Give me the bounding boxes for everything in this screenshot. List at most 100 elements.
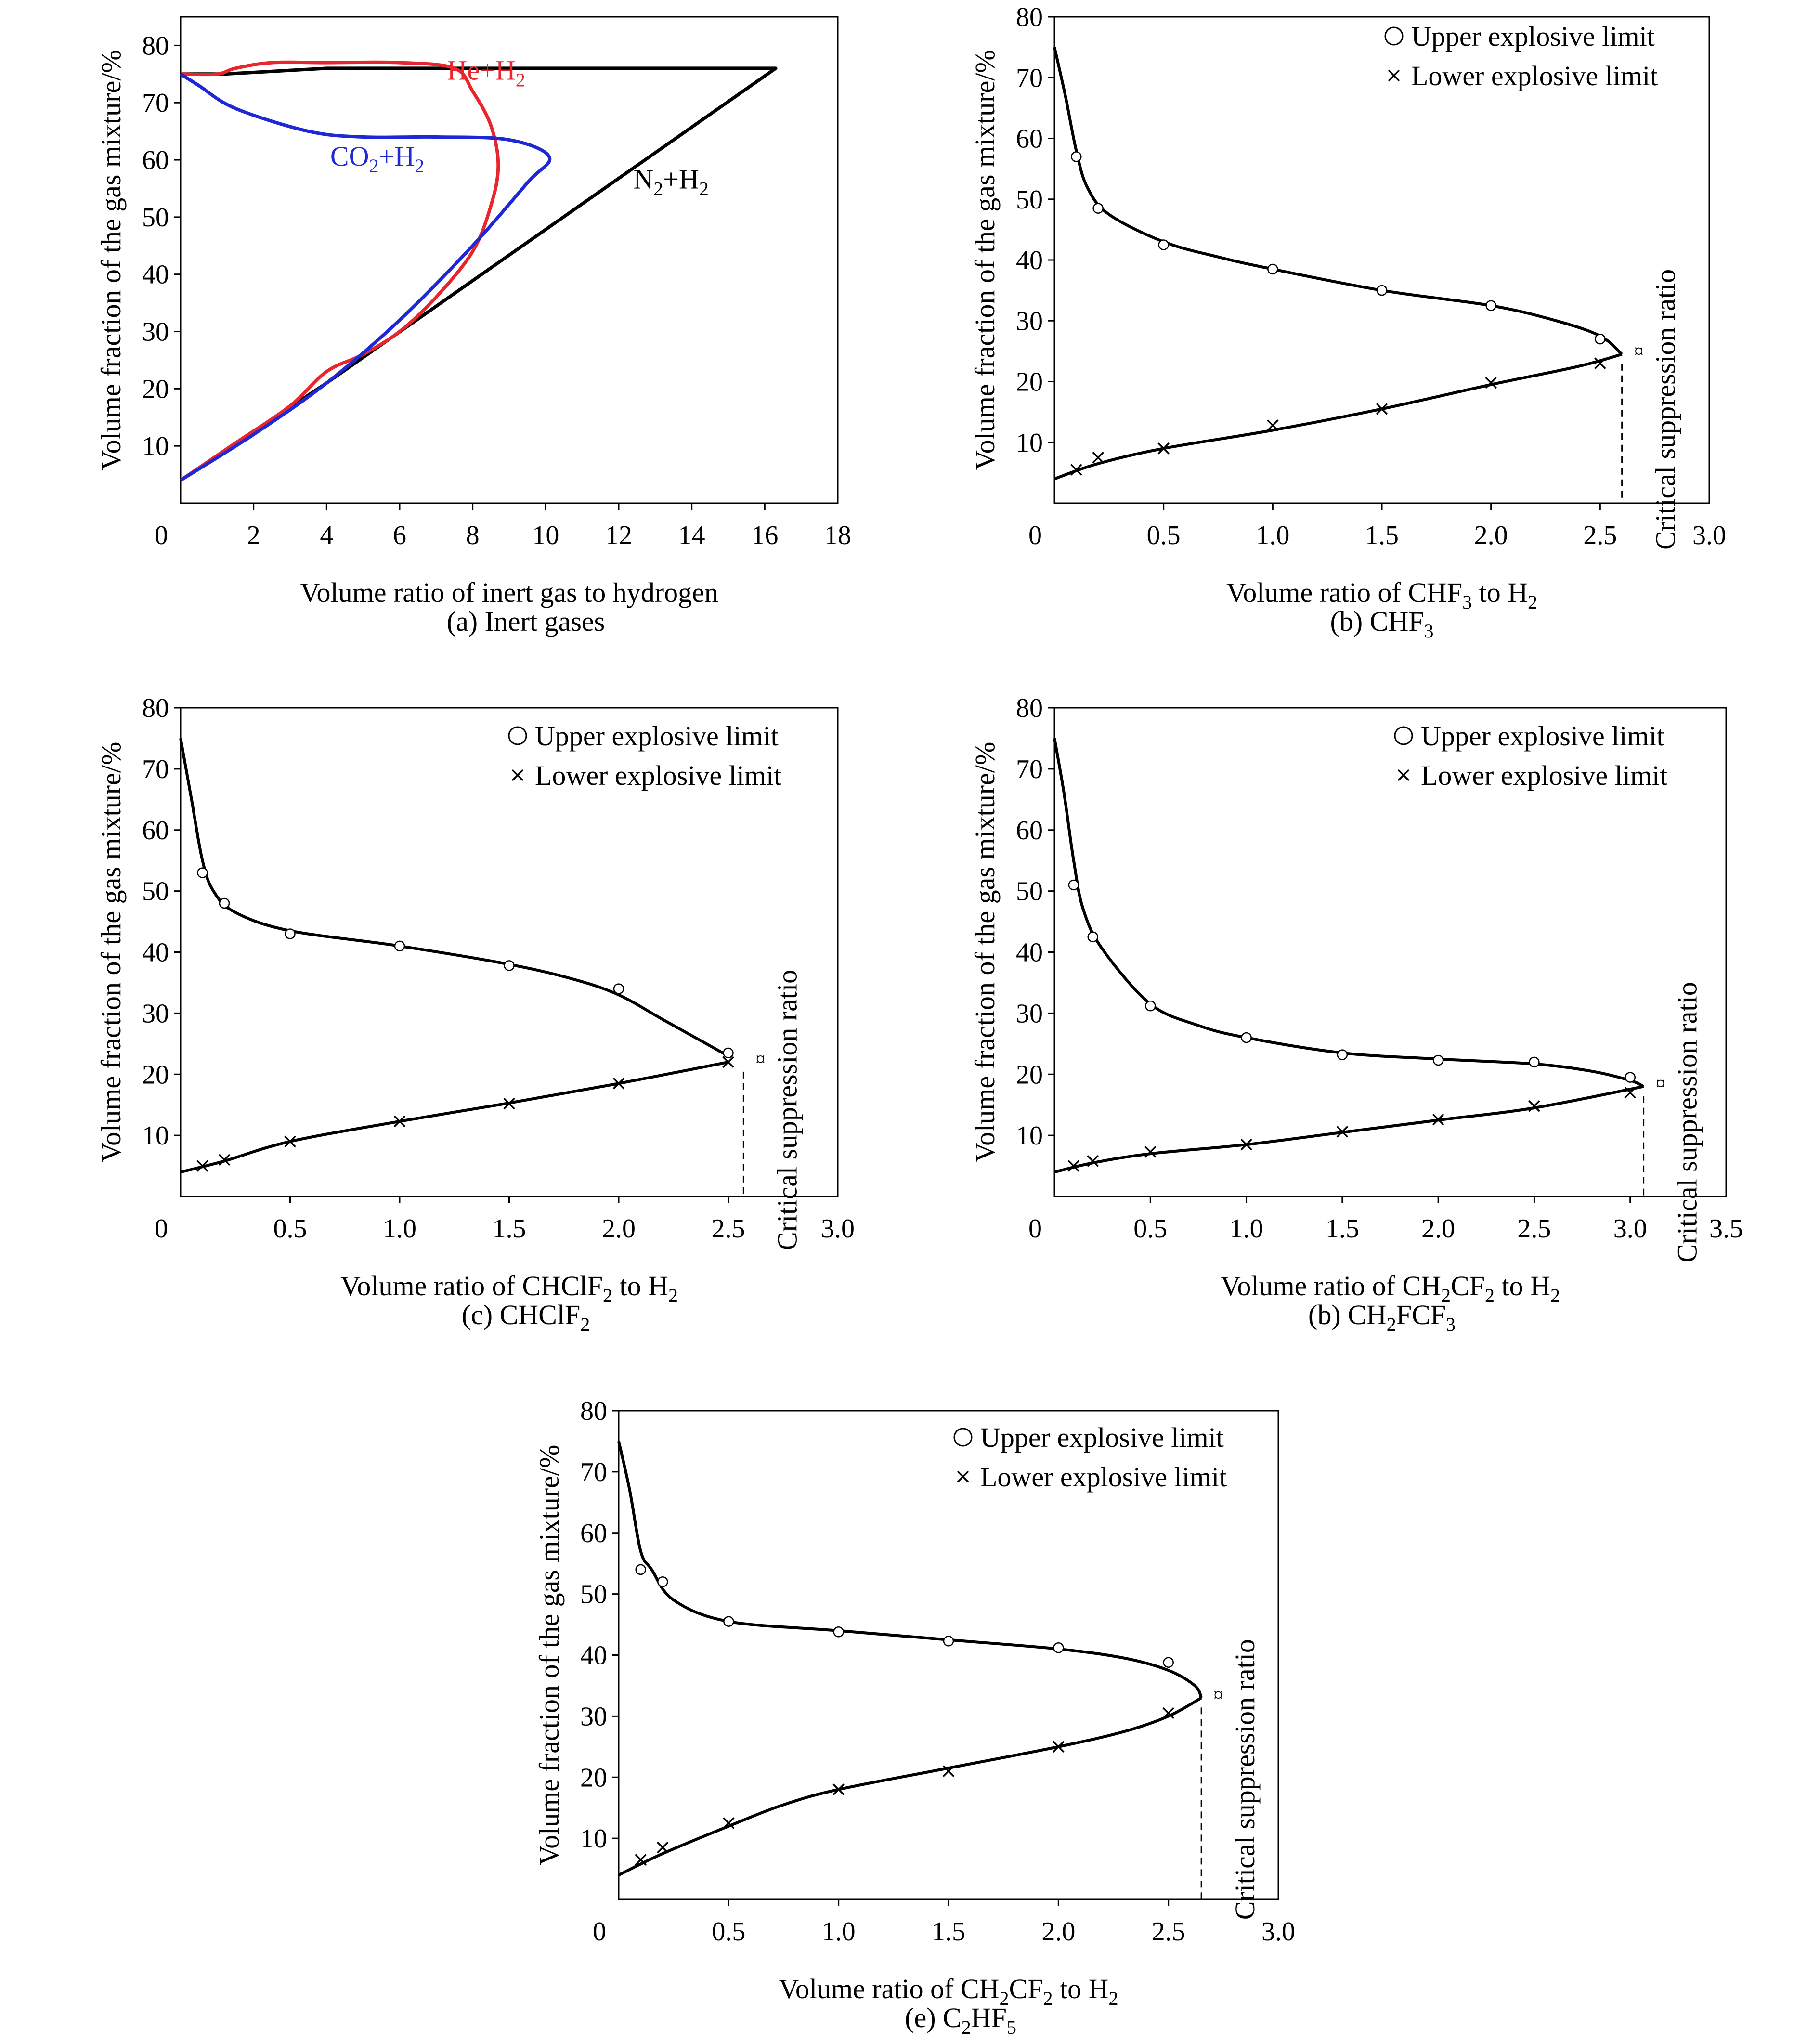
upper-limit-point [1432,1054,1444,1066]
x-tick-label: 2 [247,520,260,550]
y-tick-label: 20 [142,1060,169,1090]
x-tick-label: 2.5 [1583,520,1617,550]
lower-limit-point [1240,1138,1252,1151]
lower-limit-point [1594,357,1606,369]
panel-caption: (a) Inert gases [447,606,605,637]
lower-limit-point [657,1841,669,1854]
upper-limit-point [1267,263,1278,275]
x-tick-label: 0 [1028,1214,1042,1244]
legend-upper-marker [953,1428,973,1447]
y-tick-label: 30 [142,999,169,1028]
cross-stroke [218,1154,231,1166]
x-tick-label: 0.5 [1147,520,1181,550]
upper-limit-point [1595,333,1606,345]
series-label-1: He+H2 [447,55,525,91]
cross-stroke [1376,403,1388,415]
critical-annotation: Critical suppression ratio [1650,269,1681,550]
lower-limit-point [196,1160,208,1172]
x-tick-label: 0 [593,1917,606,1947]
legend-lower-label: Lower explosive limit [1411,60,1658,91]
y-tick-label: 40 [142,938,169,968]
y-tick-label: 10 [1016,428,1043,458]
upper-limit-point [504,960,515,971]
cross-stroke [503,1097,515,1110]
x-tick-label: 1.5 [1365,520,1399,550]
y-tick-label: 40 [1016,938,1043,968]
y-tick-label: 10 [580,1824,607,1854]
lower-limit-point [284,1135,296,1148]
x-tick-label: 1.0 [822,1917,856,1947]
upper-limit-point [1145,1000,1156,1012]
x-tick-label: 1.0 [1230,1214,1263,1244]
cross-stroke [1144,1146,1157,1158]
cross-stroke [1388,69,1400,82]
x-tick-label: 3.5 [1709,1214,1743,1244]
upper-limit-point [1087,931,1098,943]
lower-limit-point [1067,1160,1080,1172]
plot-frame [180,16,839,504]
y-tick-label: 10 [1016,1121,1043,1151]
critical-marker: ¤ [1213,1684,1223,1705]
x-tick-label: 14 [678,520,705,550]
cross-stroke [957,1470,969,1483]
critical-marker: ¤ [1656,1073,1665,1094]
cross-stroke [942,1765,955,1777]
legend-lower-marker [511,769,524,781]
y-tick-label: 30 [580,1702,607,1731]
x-tick-label: 8 [466,520,480,550]
panel-inert-gases: 0 2 4 6 8 10 12 14 16 18 10 20 30 40 50 60 70 80 Volume ra… [95,16,851,637]
upper-limit-point [1053,1642,1064,1653]
critical-annotation: Critical suppression ratio [1672,982,1703,1262]
cross-stroke [1594,357,1606,369]
series-label-0: N2+H2 [633,163,709,199]
lower-limit-point [942,1765,955,1777]
upper-limit-point [943,1636,954,1647]
lower-limit-point [1087,1155,1099,1167]
y-tick-label: 50 [142,877,169,907]
upper-limit-point [1485,300,1496,311]
x-axis-label: Volume ratio of CH2CF2 to H2 [779,1973,1118,2009]
x-tick-label: 2.0 [1041,1917,1075,1947]
x-tick-label: 12 [605,520,632,550]
upper-limit-point [1529,1056,1540,1068]
series-line-1 [180,60,500,482]
cross-stroke [393,1115,406,1128]
upper-limit-point [723,1616,734,1627]
y-tick-label: 60 [1016,124,1043,154]
y-tick-label: 70 [1016,63,1043,93]
x-tick-label: 0 [155,520,168,550]
cross-stroke [1157,442,1170,455]
y-tick-label: 10 [142,1121,169,1151]
upper-limit-point [1068,879,1079,891]
lower-limit-point [1092,452,1104,464]
lower-limit-curve [180,1060,729,1174]
cross-stroke [1485,377,1497,389]
lower-limit-point [1162,1707,1174,1719]
upper-limit-point [285,928,296,939]
y-tick-label: 80 [142,31,169,61]
x-tick-label: 0.5 [1133,1214,1167,1244]
x-tick-label: 16 [751,520,778,550]
lower-limit-point [1528,1100,1540,1112]
x-tick-label: 3.0 [821,1214,855,1244]
x-tick-label: 0.5 [273,1214,307,1244]
critical-annotation: Critical suppression ratio [771,970,803,1250]
cross-stroke [1624,1087,1636,1099]
legend-upper-label: Upper explosive limit [980,1422,1224,1453]
lower-limit-curve [1054,1085,1644,1174]
legend-upper-marker [508,726,527,745]
cross-stroke [1087,1155,1099,1167]
upper-limit-point [1092,203,1104,214]
cross-stroke [196,1160,208,1172]
x-tick-label: 3.0 [1261,1917,1295,1947]
lower-limit-point [1432,1113,1444,1126]
lower-limit-point [393,1115,406,1128]
cross-stroke [722,1056,734,1068]
cross-stroke [1162,1707,1174,1719]
x-tick-label: 2.0 [602,1214,636,1244]
critical-marker: ¤ [755,1048,765,1070]
lower-limit-curve [1054,352,1623,481]
lower-limit-point [218,1154,231,1166]
lower-limit-point [612,1078,625,1090]
upper-limit-point [219,897,230,909]
